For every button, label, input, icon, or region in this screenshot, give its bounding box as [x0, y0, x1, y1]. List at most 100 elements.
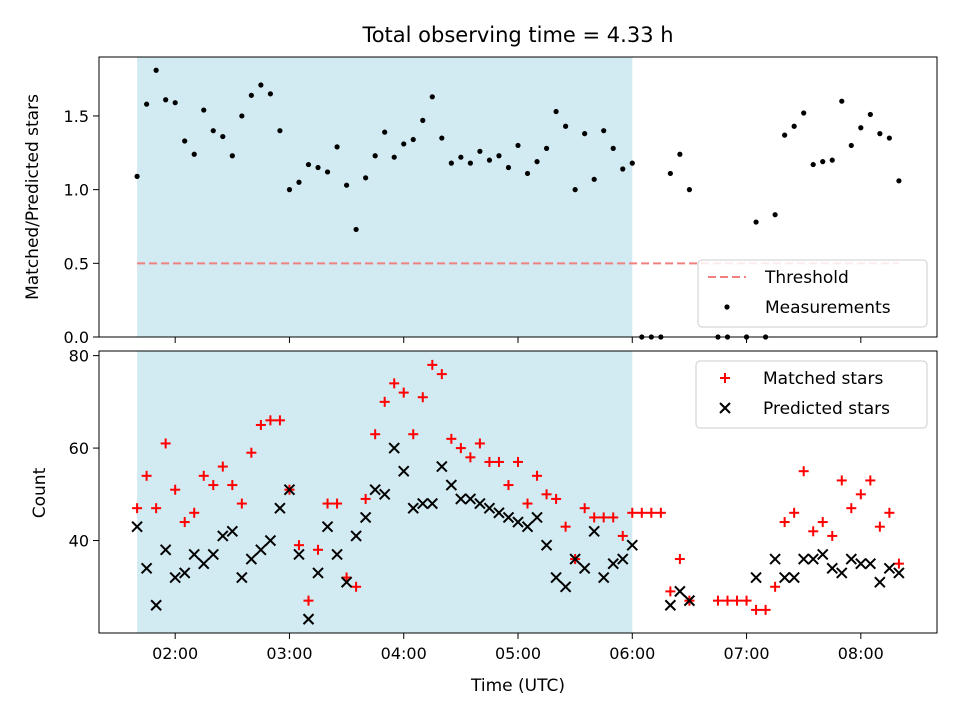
bottom-ytick-label: 80: [69, 347, 89, 366]
matched-star-marker: [836, 475, 847, 486]
legend-marker: [719, 402, 731, 414]
measurement-point: [582, 131, 588, 137]
legend-label: Predicted stars: [763, 399, 890, 419]
predicted-star-marker: [207, 548, 219, 561]
matched-star-marker: [436, 369, 447, 380]
predicted-star-marker: [350, 530, 362, 542]
measurement-point: [810, 161, 816, 168]
measurement-point: [543, 145, 550, 151]
matched-star-marker: [655, 507, 666, 518]
matched-star-marker: [417, 392, 428, 403]
measurement-point: [896, 178, 902, 184]
measurement-point: [324, 169, 331, 175]
matched-star-marker: [722, 595, 733, 606]
legend-box: [695, 360, 928, 429]
legend-box: [697, 259, 928, 328]
measurement-point: [220, 133, 226, 140]
predicted-star-marker: [826, 562, 838, 574]
predicted-star-marker: [531, 511, 543, 524]
top-panel: 0.0 0.5 1.0 1.5 Total observing time = 4.33…: [23, 23, 938, 347]
predicted-star-marker: [778, 571, 791, 584]
measurement-point: [858, 125, 864, 131]
matched-star-marker: [551, 493, 562, 504]
measurement-point: [677, 151, 683, 157]
matched-star-marker: [465, 452, 476, 463]
predicted-star-marker: [893, 567, 905, 579]
measurement-point: [258, 82, 264, 88]
measurement-point: [248, 92, 254, 98]
legend-label: Measurements: [765, 298, 891, 318]
matched-star-marker: [674, 554, 685, 565]
matched-star-marker: [446, 433, 457, 444]
matched-star-marker: [265, 415, 276, 426]
measurement-point: [534, 159, 540, 165]
predicted-star-marker: [607, 557, 619, 570]
matched-star-marker: [474, 438, 485, 449]
predicted-star-marker: [540, 539, 553, 551]
top-ylabel: Matched/Predicted stars: [23, 94, 43, 300]
matched-star-marker: [351, 581, 362, 592]
measurement-point: [867, 111, 873, 118]
predicted-star-marker: [140, 562, 153, 574]
predicted-star-marker: [617, 553, 629, 565]
predicted-star-marker: [597, 571, 610, 584]
matched-star-marker: [522, 498, 533, 509]
matched-star-marker: [170, 484, 181, 495]
matched-star-marker: [627, 507, 638, 518]
measurement-point: [305, 161, 312, 168]
predicted-star-marker: [321, 520, 334, 533]
measurement-point: [372, 153, 378, 159]
predicted-star-marker: [845, 553, 858, 565]
predicted-star-marker: [483, 502, 496, 514]
measurement-point: [429, 94, 435, 100]
predicted-star-marker: [788, 571, 800, 584]
predicted-star-marker: [131, 520, 143, 533]
matched-star-marker: [408, 429, 419, 440]
matched-star-marker: [313, 544, 324, 555]
measurement-point: [267, 91, 274, 97]
measurement-point: [553, 108, 559, 115]
top-axes-frame: [98, 56, 938, 338]
matched-star-marker: [808, 526, 819, 537]
measurement-point: [486, 157, 493, 163]
measurement-point: [839, 98, 845, 104]
matched-star-marker: [427, 359, 438, 370]
predicted-star-marker: [864, 557, 877, 570]
predicted-star-marker: [521, 520, 534, 533]
top-ytick-label: 1.0: [64, 181, 89, 200]
matched-star-marker: [141, 470, 152, 481]
matched-star-marker: [751, 604, 762, 615]
predicted-star-marker: [302, 613, 315, 625]
matched-star-marker: [198, 470, 209, 481]
predicted-star-marker: [407, 502, 419, 514]
measurement-point: [753, 219, 759, 225]
predicted-star-marker: [388, 442, 400, 454]
predicted-star-marker: [797, 553, 810, 565]
measurement-point: [829, 157, 835, 163]
measurement-point: [210, 128, 216, 134]
bottom-ytick-label: 60: [69, 439, 89, 458]
matched-star-marker: [665, 586, 676, 597]
matched-star-marker: [179, 517, 190, 528]
measurement-point: [334, 144, 340, 150]
xtick-label: 05:00: [495, 644, 541, 663]
measurement-point: [448, 160, 454, 166]
bottom-ytick-label: 40: [69, 532, 89, 551]
predicted-star-marker: [569, 553, 581, 565]
measurement-point: [629, 160, 635, 166]
measurement-point: [667, 170, 673, 177]
matched-star-marker: [274, 415, 285, 426]
matched-star-marker: [217, 461, 228, 472]
legend-marker: [724, 304, 730, 310]
matched-star-marker: [598, 512, 609, 523]
matched-star-marker: [712, 595, 723, 606]
matched-star-marker: [484, 456, 495, 467]
matched-star-marker: [865, 475, 876, 486]
matched-star-marker: [589, 512, 600, 523]
matched-star-marker: [532, 470, 543, 481]
measurement-point: [467, 160, 473, 166]
predicted-star-marker: [331, 548, 343, 561]
matched-star-marker: [236, 498, 247, 509]
measurement-point: [563, 123, 569, 129]
